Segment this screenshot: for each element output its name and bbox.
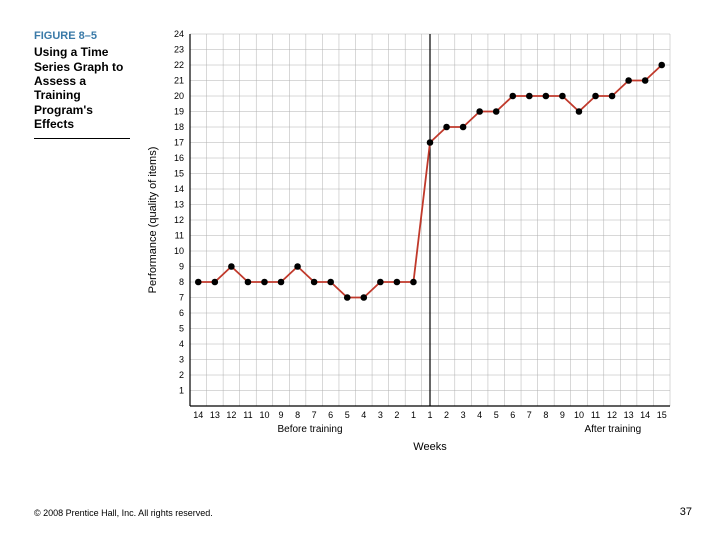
- svg-text:3: 3: [179, 355, 184, 365]
- svg-text:10: 10: [259, 410, 269, 420]
- svg-text:23: 23: [174, 45, 184, 55]
- svg-text:14: 14: [640, 410, 650, 420]
- svg-text:8: 8: [295, 410, 300, 420]
- svg-text:10: 10: [174, 246, 184, 256]
- svg-text:14: 14: [193, 410, 203, 420]
- svg-text:Before training: Before training: [277, 424, 342, 435]
- svg-text:6: 6: [510, 410, 515, 420]
- svg-text:5: 5: [179, 324, 184, 334]
- svg-text:20: 20: [174, 91, 184, 101]
- svg-text:3: 3: [461, 410, 466, 420]
- svg-text:9: 9: [560, 410, 565, 420]
- svg-text:12: 12: [607, 410, 617, 420]
- figure-number: FIGURE 8–5: [34, 30, 134, 43]
- svg-text:13: 13: [210, 410, 220, 420]
- svg-text:2: 2: [444, 410, 449, 420]
- svg-text:Performance (quality of items): Performance (quality of items): [147, 147, 159, 294]
- svg-text:7: 7: [312, 410, 317, 420]
- svg-text:5: 5: [345, 410, 350, 420]
- svg-text:After training: After training: [584, 424, 641, 435]
- chart-container: 1234567891011121314151617181920212223241…: [140, 26, 680, 466]
- svg-text:10: 10: [574, 410, 584, 420]
- svg-text:22: 22: [174, 60, 184, 70]
- svg-text:11: 11: [591, 410, 600, 420]
- svg-text:4: 4: [179, 339, 184, 349]
- svg-text:9: 9: [179, 262, 184, 272]
- svg-text:9: 9: [279, 410, 284, 420]
- svg-text:2: 2: [394, 410, 399, 420]
- svg-text:1: 1: [411, 410, 416, 420]
- svg-text:6: 6: [179, 308, 184, 318]
- svg-text:11: 11: [175, 231, 184, 241]
- svg-text:18: 18: [174, 122, 184, 132]
- figure-caption: FIGURE 8–5 Using a Time Series Graph to …: [34, 30, 134, 139]
- svg-text:15: 15: [657, 410, 667, 420]
- svg-text:4: 4: [361, 410, 366, 420]
- svg-text:14: 14: [174, 184, 184, 194]
- time-series-chart: 1234567891011121314151617181920212223241…: [140, 26, 680, 466]
- svg-text:13: 13: [174, 200, 184, 210]
- svg-text:11: 11: [243, 410, 252, 420]
- svg-text:3: 3: [378, 410, 383, 420]
- svg-text:15: 15: [174, 169, 184, 179]
- svg-text:Weeks: Weeks: [413, 441, 447, 453]
- svg-text:12: 12: [174, 215, 184, 225]
- svg-text:8: 8: [543, 410, 548, 420]
- svg-text:4: 4: [477, 410, 482, 420]
- svg-text:19: 19: [174, 107, 184, 117]
- svg-text:2: 2: [179, 370, 184, 380]
- copyright-text: © 2008 Prentice Hall, Inc. All rights re…: [34, 508, 213, 518]
- svg-text:17: 17: [174, 138, 184, 148]
- svg-text:7: 7: [179, 293, 184, 303]
- svg-text:8: 8: [179, 277, 184, 287]
- svg-text:5: 5: [494, 410, 499, 420]
- svg-text:6: 6: [328, 410, 333, 420]
- svg-text:1: 1: [427, 410, 432, 420]
- caption-underline: [34, 138, 130, 139]
- page-number: 37: [680, 506, 692, 518]
- figure-title: Using a Time Series Graph to Assess a Tr…: [34, 45, 134, 131]
- svg-text:7: 7: [527, 410, 532, 420]
- svg-text:24: 24: [174, 29, 184, 39]
- svg-text:21: 21: [174, 76, 184, 86]
- svg-text:1: 1: [179, 386, 184, 396]
- svg-text:12: 12: [226, 410, 236, 420]
- svg-text:16: 16: [174, 153, 184, 163]
- svg-text:13: 13: [624, 410, 634, 420]
